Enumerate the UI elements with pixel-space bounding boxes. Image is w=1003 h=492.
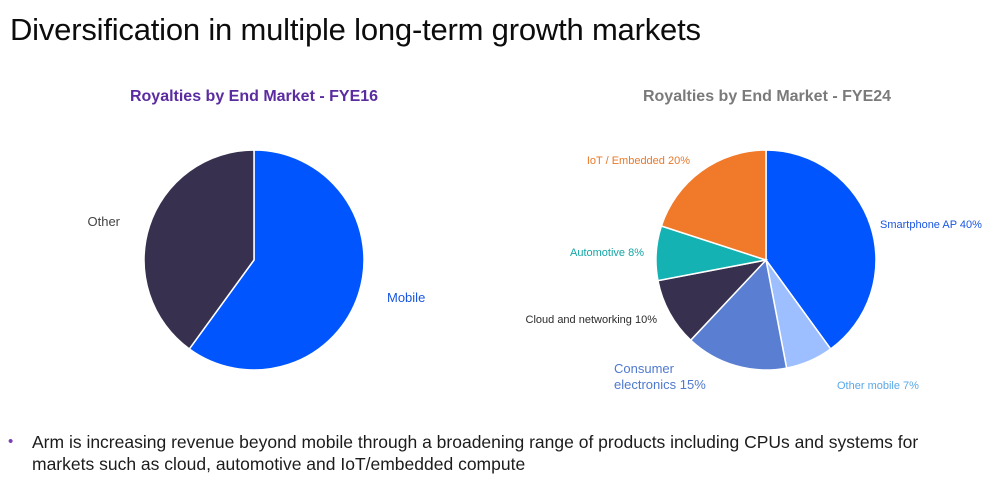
chart-title-fye24: Royalties by End Market - FYE24 [642, 88, 892, 105]
slice-label-cloud-and-networking-10: Cloud and networking 10% [526, 314, 658, 326]
bullet-text: Arm is increasing revenue beyond mobile … [32, 432, 919, 474]
pie-slice-mobile [188, 149, 365, 371]
slice-label-smartphone-ap-40: Smartphone AP 40% [880, 219, 982, 231]
slice-label-consumer-electronics-15: Consumer electronics 15% [614, 361, 706, 392]
slice-label-other-mobile-7: Other mobile 7% [837, 380, 919, 392]
slide-title: Diversification in multiple long-term gr… [10, 12, 701, 47]
slice-label-mobile: Mobile [387, 290, 425, 305]
pie-slice-other [143, 149, 255, 351]
slice-label-automotive-8: Automotive 8% [570, 247, 644, 259]
pie-slice-iot-embedded-20 [660, 149, 767, 262]
pie-slice-consumer-electronics-15 [689, 258, 788, 371]
summary-bullet: • Arm is increasing revenue beyond mobil… [8, 431, 993, 475]
pie-slice-smartphone-ap-40 [765, 149, 877, 351]
bullet-marker: • [8, 433, 14, 450]
slice-label-other: Other [87, 214, 120, 229]
chart-title-fye16: Royalties by End Market - FYE16 [129, 88, 379, 105]
slice-label-iot-embedded-20: IoT / Embedded 20% [587, 155, 690, 167]
